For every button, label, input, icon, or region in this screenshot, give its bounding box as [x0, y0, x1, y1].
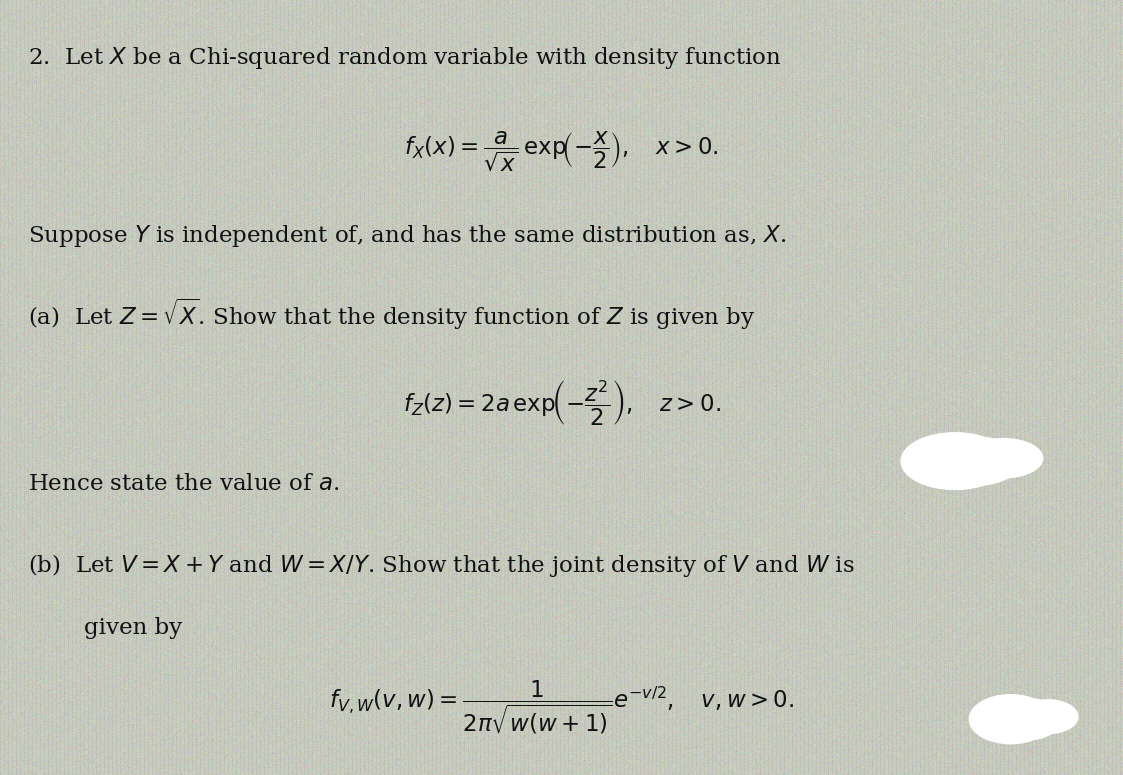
Text: (b)  Let $V = X+Y$ and $W = X/Y$. Show that the joint density of $V$ and $W$ is: (b) Let $V = X+Y$ and $W = X/Y$. Show th…	[28, 553, 855, 579]
Text: 2.  Let $X$ be a Chi-squared random variable with density function: 2. Let $X$ be a Chi-squared random varia…	[28, 45, 782, 71]
Text: Hence state the value of $a$.: Hence state the value of $a$.	[28, 474, 339, 495]
Text: $f_Z(z) = 2a\,\mathrm{exp}\!\left(-\dfrac{z^2}{2}\right),\quad z>0.$: $f_Z(z) = 2a\,\mathrm{exp}\!\left(-\dfra…	[402, 378, 721, 428]
Text: Suppose $Y$ is independent of, and has the same distribution as, $X$.: Suppose $Y$ is independent of, and has t…	[28, 223, 787, 250]
Ellipse shape	[968, 694, 1053, 744]
Text: $f_{V,W}(v,w) = \dfrac{1}{2\pi\sqrt{w(w+1)}}e^{-v/2},\quad v,w>0.$: $f_{V,W}(v,w) = \dfrac{1}{2\pi\sqrt{w(w+…	[329, 678, 794, 735]
Ellipse shape	[1017, 699, 1078, 735]
Ellipse shape	[994, 698, 1061, 741]
Ellipse shape	[964, 438, 1043, 478]
Text: (a)  Let $Z = \sqrt{X}$. Show that the density function of $Z$ is given by: (a) Let $Z = \sqrt{X}$. Show that the de…	[28, 296, 756, 332]
Ellipse shape	[933, 436, 1021, 486]
Text: given by: given by	[84, 617, 182, 639]
Ellipse shape	[901, 432, 1010, 491]
Text: $f_X(x) = \dfrac{a}{\sqrt{x}}\,\mathrm{exp}\!\left(-\dfrac{x}{2}\right),\quad x>: $f_X(x) = \dfrac{a}{\sqrt{x}}\,\mathrm{e…	[404, 129, 719, 173]
